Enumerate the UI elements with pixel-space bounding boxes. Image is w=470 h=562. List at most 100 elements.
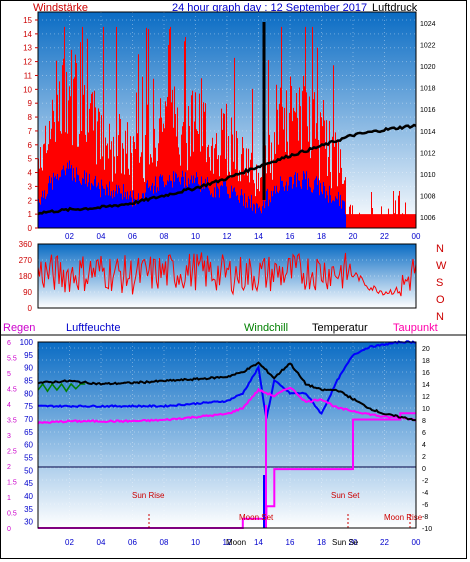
humidity-tick-label: 70 — [24, 415, 33, 424]
hour-tick-label: 00 — [412, 538, 421, 547]
pressure-tick-label: 1012 — [420, 150, 436, 157]
pressure-line — [37, 123, 417, 216]
hour-tick-label: 04 — [97, 538, 106, 547]
wind-tick-label: 3 — [28, 182, 33, 191]
pressure-tick-label: 1014 — [420, 129, 436, 136]
pressure-axis: 1006 1008 1010 1012 1014 1016 1018 1020 1022 1024 — [420, 21, 436, 222]
hour-tick-label: 22 — [380, 538, 389, 547]
temp-tick-label: 18 — [422, 358, 430, 365]
humidity-tick-label: 85 — [24, 376, 33, 385]
temp-tick-label: 0 — [422, 466, 426, 473]
humidity-tick-label: 60 — [24, 441, 33, 450]
hour-tick-label: 00 — [412, 232, 421, 241]
hour-tick-label: 08 — [160, 538, 169, 547]
moon-rise-label: Moon Rise — [384, 513, 423, 522]
rain-tick-label: 4.5 — [7, 387, 17, 394]
hour-tick-label: 12 — [223, 538, 232, 547]
wind-tick-label: 2 — [28, 196, 33, 205]
hour-tick-label: 08 — [160, 232, 169, 241]
hour-tick-label: 14 — [254, 538, 263, 547]
humidity-tick-label: 45 — [24, 479, 33, 488]
rain-tick-label: 0 — [7, 526, 11, 533]
temp-tick-label: -8 — [422, 514, 428, 521]
temp-tick-label: 4 — [422, 442, 426, 449]
temp-tick-label: 6 — [422, 430, 426, 437]
wind-direction-axis: 0 90 180 270 360 — [19, 240, 33, 313]
humidity-tick-label: 40 — [24, 492, 33, 501]
hour-tick-label: 18 — [317, 232, 326, 241]
hour-tick-label: 16 — [286, 232, 295, 241]
hour-tick-label: 06 — [128, 232, 137, 241]
temp-tick-label: 8 — [422, 418, 426, 425]
moon-set-label: Moon Set — [239, 513, 274, 522]
chart-title: 24 hour graph day : 12 September 2017 — [172, 2, 367, 14]
rain-tick-label: 0.5 — [7, 511, 17, 518]
humidity-tick-label: 90 — [24, 364, 33, 373]
wind-strength-label: Windstärke — [33, 2, 88, 14]
humidity-tick-label: 30 — [24, 518, 33, 527]
hour-tick-label: 18 — [317, 538, 326, 547]
wind-tick-label: 8 — [28, 113, 33, 122]
temp-tick-label: 20 — [422, 346, 430, 353]
humidity-tick-label: 100 — [20, 338, 34, 347]
temperature-frame — [37, 341, 417, 529]
rain-tick-label: 5 — [7, 371, 11, 378]
temp-tick-label: 14 — [422, 382, 430, 389]
dewpoint-line — [37, 386, 417, 425]
wind-tick-label: 6 — [28, 141, 33, 150]
rain-tick-label: 5.5 — [7, 356, 17, 363]
temp-tick-label: -4 — [422, 490, 428, 497]
rain-tick-label: 3.5 — [7, 418, 17, 425]
wind-tick-label: 1 — [28, 210, 33, 219]
hour-tick-label: 06 — [128, 538, 137, 547]
wind-direction-frame — [37, 243, 417, 309]
pressure-tick-label: 1024 — [420, 21, 436, 28]
humidity-tick-label: 80 — [24, 389, 33, 398]
rain-tick-label: 4 — [7, 402, 11, 409]
wind-x-axis: 02 04 06 08 10 12 14 16 18 20 22 00 — [65, 232, 421, 241]
windchill-line — [37, 382, 86, 393]
x-overlap-sunset: Sun Se — [332, 538, 359, 547]
humidity-tick-label: 65 — [24, 428, 33, 437]
hour-tick-label: 16 — [286, 538, 295, 547]
pressure-tick-label: 1022 — [420, 42, 436, 49]
wind-tick-label: 15 — [23, 16, 32, 25]
wind-tick-label: 11 — [24, 71, 33, 80]
direction-tick-label: 90 — [23, 288, 32, 297]
humidity-axis: 30 35 40 45 50 55 60 65 70 75 80 85 90 95 100 — [20, 338, 34, 527]
temperature-axis: -10 -8 -6 -4 -2 0 2 4 6 8 10 12 14 16 18 20 — [422, 346, 432, 533]
temperature-x-axis: 02 04 06 08 10 12 14 16 18 20 22 00 — [65, 538, 421, 547]
wind-direction-plot-area — [38, 244, 416, 308]
hour-tick-label: 22 — [380, 232, 389, 241]
direction-tick-label: 0 — [28, 304, 33, 313]
temp-tick-label: 12 — [422, 394, 430, 401]
rain-line — [38, 412, 416, 529]
rain-axis: 0 0.5 1 1.5 2 2.5 3 3.5 4 4.5 5 5.5 6 — [7, 340, 17, 533]
humidity-tick-label: 35 — [24, 505, 33, 514]
hour-tick-label: 04 — [97, 232, 106, 241]
direction-tick-label: 360 — [19, 240, 33, 249]
pressure-tick-label: 1006 — [420, 215, 436, 222]
wind-strength-series — [38, 26, 416, 228]
humidity-tick-label: 55 — [24, 453, 33, 462]
temp-tick-label: 10 — [422, 406, 430, 413]
wind-tick-label: 5 — [28, 155, 33, 164]
humidity-line — [38, 340, 417, 419]
rain-tick-label: 1.5 — [7, 480, 17, 487]
temp-tick-label: 16 — [422, 370, 430, 377]
rain-tick-label: 1 — [7, 495, 11, 502]
compass-letter: W — [436, 260, 447, 272]
temp-tick-label: -10 — [422, 526, 432, 533]
hour-tick-label: 02 — [65, 232, 74, 241]
compass-letter: O — [436, 294, 445, 306]
rain-tick-label: 3 — [7, 433, 11, 440]
compass-letter: N — [436, 243, 444, 255]
pressure-tick-label: 1018 — [420, 86, 436, 93]
hour-tick-label: 02 — [65, 538, 74, 547]
hour-tick-label: 20 — [349, 538, 358, 547]
